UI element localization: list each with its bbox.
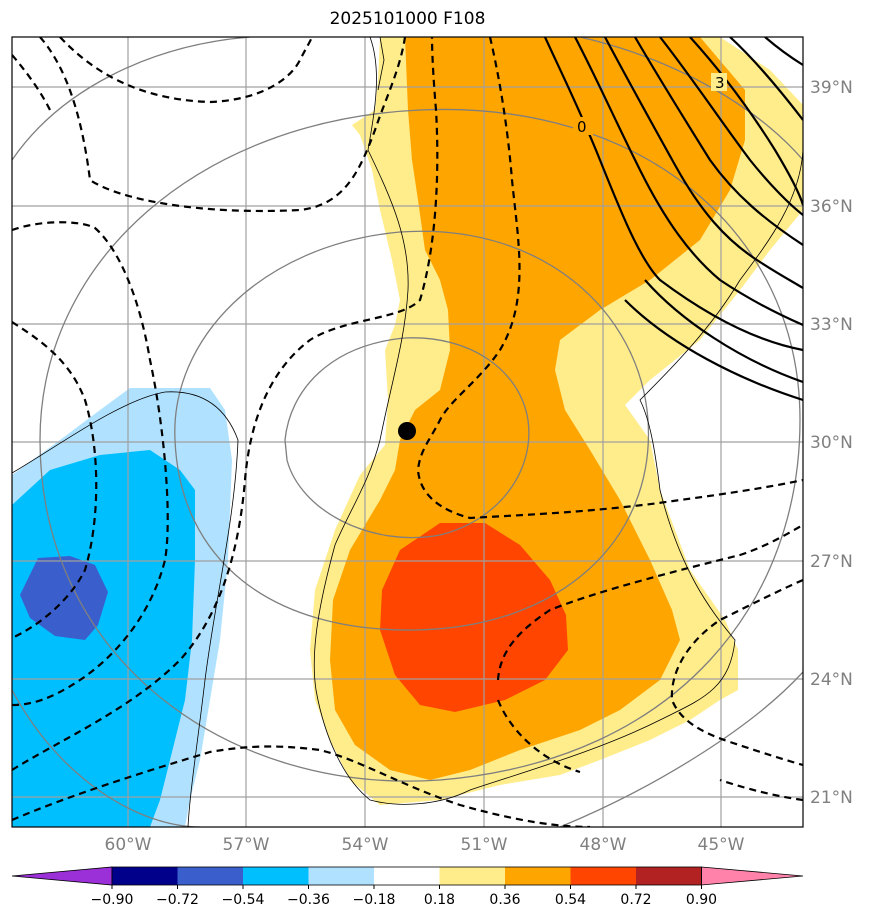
lat-label: 27°N (810, 552, 853, 572)
lat-label: 24°N (810, 670, 853, 690)
longitude-labels: 60°W 57°W 54°W 51°W 48°W 45°W (105, 835, 745, 855)
lon-label: 48°W (580, 835, 627, 855)
gray-contours (12, 37, 803, 827)
map-title: 2025101000 F108 (329, 9, 486, 29)
storm-center-marker (398, 422, 416, 440)
colorbar-segment (243, 867, 309, 885)
colorbar-segment (374, 867, 440, 885)
colorbar-tick-label: −0.90 (91, 892, 134, 908)
colorbar-tick-label: −0.18 (353, 892, 396, 908)
lat-label: 36°N (810, 197, 853, 217)
thin-outline (12, 37, 803, 827)
colorbar-extend-right (701, 866, 804, 886)
lat-label: 39°N (810, 78, 853, 98)
lon-label: 54°W (342, 835, 389, 855)
colorbar-tick-label: −0.72 (156, 892, 199, 908)
contour-label-3: 3 (715, 74, 725, 92)
colorbar-segment (570, 867, 636, 885)
latitude-labels: 39°N 36°N 33°N 30°N 27°N 24°N 21°N (810, 78, 853, 808)
contour-label-0: 0 (577, 118, 587, 136)
solid-contours (543, 37, 803, 402)
shade-red-orange (380, 523, 568, 712)
lon-label: 60°W (105, 835, 152, 855)
colorbar-segment (112, 867, 178, 885)
lat-label: 33°N (810, 315, 853, 335)
colorbar-segment (308, 867, 374, 885)
lat-label: 21°N (810, 788, 853, 808)
gridlines (12, 37, 803, 827)
colorbar-segment (505, 867, 571, 885)
shade-royal-blue (20, 556, 108, 640)
dashed-contours (12, 37, 803, 827)
colorbar-segment (636, 867, 702, 885)
colorbar-tick-label: 0.54 (555, 892, 586, 908)
map-frame (11, 36, 804, 828)
colorbar-tick-label: −0.54 (222, 892, 265, 908)
colorbar-tick-label: −0.36 (287, 892, 330, 908)
colorbar-tick-label: 0.72 (620, 892, 651, 908)
colorbar-tick-label: 0.90 (686, 892, 717, 908)
lon-label: 45°W (698, 835, 745, 855)
colorbar-tick-label: 0.18 (424, 892, 455, 908)
colorbar-extend-left (11, 866, 113, 886)
lon-label: 57°W (223, 835, 270, 855)
colorbar-segment (177, 867, 243, 885)
colorbar-tick-label: 0.36 (489, 892, 520, 908)
lon-label: 51°W (461, 835, 508, 855)
colorbar: −0.90 −0.72 −0.54 −0.36 −0.18 0.18 0.36 0.54 0.7… (11, 866, 804, 908)
lat-label: 30°N (810, 433, 853, 453)
colorbar-frame (111, 866, 702, 886)
colorbar-segment (439, 867, 505, 885)
map-area: 0 3 (12, 37, 803, 827)
